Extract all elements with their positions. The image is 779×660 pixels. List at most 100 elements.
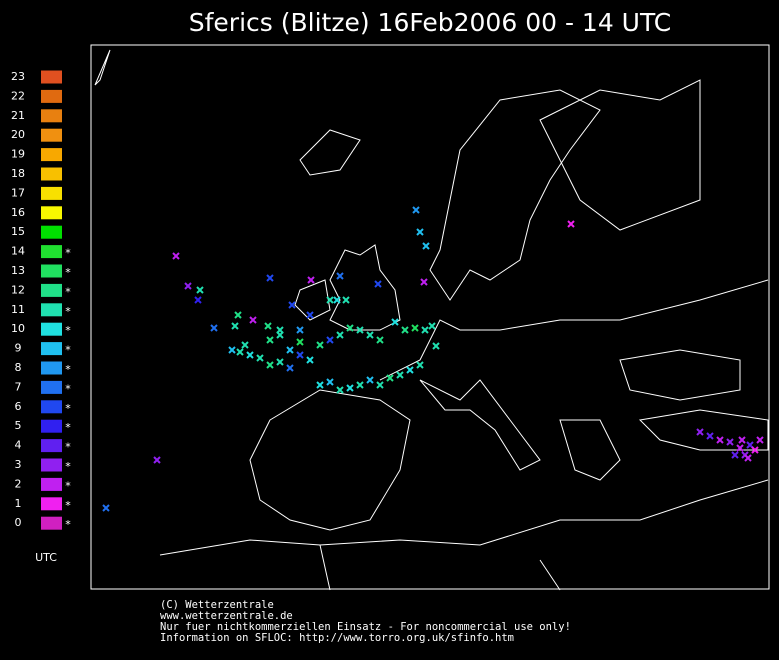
legend-swatch: [41, 380, 62, 394]
strike: [731, 451, 739, 459]
strike: [286, 364, 294, 372]
strike: [286, 346, 294, 354]
strike: [266, 361, 274, 369]
strike: [196, 286, 204, 294]
strike: [406, 366, 414, 374]
strike: [333, 296, 341, 304]
strike: [336, 331, 344, 339]
legend-swatch: [41, 89, 62, 103]
legend-swatch: [41, 516, 62, 530]
lightning-strikes: [102, 206, 764, 512]
title: Sferics (Blitze) 16Feb2006 00 - 14 UTC: [189, 8, 671, 37]
legend-swatch: [41, 477, 62, 491]
strike: [346, 324, 354, 332]
strike: [374, 280, 382, 288]
legend-swatch: [41, 400, 62, 414]
strike: [416, 361, 424, 369]
legend-swatch: [41, 70, 62, 84]
legend-swatch: [41, 109, 62, 123]
legend-hour: 3: [15, 458, 22, 471]
legend-swatch: [41, 497, 62, 511]
legend-swatch: [41, 322, 62, 336]
footer-line: Information on SFLOC: http://www.torro.o…: [160, 632, 514, 644]
footer: (C) Wetterzentralewww.wetterzentrale.deN…: [160, 599, 571, 644]
strike: [420, 278, 428, 286]
strike: [366, 376, 374, 384]
strike: [386, 374, 394, 382]
legend-hour: 21: [11, 109, 25, 122]
coastlines: [94, 49, 769, 591]
legend-hour: 0: [15, 516, 22, 529]
strike: [336, 272, 344, 280]
strike: [234, 311, 242, 319]
legend-hour: 18: [11, 167, 25, 180]
strike: [391, 318, 399, 326]
strike: [432, 342, 440, 350]
legend-swatch: [41, 283, 62, 297]
legend-swatch: [41, 419, 62, 433]
strike: [102, 504, 110, 512]
legend-swatch: [41, 303, 62, 317]
legend-swatch: [41, 167, 62, 181]
legend-hour: 12: [11, 283, 25, 296]
strike: [416, 228, 424, 236]
legend-marker: *: [65, 344, 71, 357]
legend-hour: 6: [15, 400, 22, 413]
legend-swatch: [41, 225, 62, 239]
strike: [356, 326, 364, 334]
strike: [210, 324, 218, 332]
legend-hour: 1: [15, 497, 22, 510]
legend-swatch: [41, 264, 62, 278]
legend-marker: *: [65, 247, 71, 260]
map-frame: [90, 44, 770, 590]
strike: [276, 326, 284, 334]
legend-hour: 13: [11, 264, 25, 277]
footer-line: Nur fuer nichtkommerziellen Einsatz - Fo…: [160, 621, 571, 633]
legend-hour: 15: [11, 225, 25, 238]
strike: [336, 386, 344, 394]
legend-swatch: [41, 186, 62, 200]
legend-marker: *: [65, 421, 71, 434]
legend-hour: 22: [11, 89, 25, 102]
legend-swatch: [41, 361, 62, 375]
legend-unit: UTC: [35, 551, 57, 564]
strike: [751, 446, 759, 454]
strike: [342, 296, 350, 304]
legend-hour: 7: [15, 380, 22, 393]
legend-marker: *: [65, 305, 71, 318]
strike: [307, 276, 315, 284]
strike: [376, 381, 384, 389]
legend-marker: *: [65, 479, 71, 492]
legend-hour: 16: [11, 206, 25, 219]
strike: [326, 336, 334, 344]
footer-line: www.wetterzentrale.de: [160, 610, 293, 622]
strike: [276, 358, 284, 366]
strike: [266, 336, 274, 344]
strike: [256, 354, 264, 362]
strike: [756, 436, 764, 444]
strike: [376, 336, 384, 344]
strike: [231, 322, 239, 330]
strike: [412, 206, 420, 214]
strike: [172, 252, 180, 260]
legend-hour: 23: [11, 70, 25, 83]
legend-marker: *: [65, 460, 71, 473]
strike: [567, 220, 575, 228]
legend-marker: *: [65, 363, 71, 376]
strike: [411, 324, 419, 332]
strike: [184, 282, 192, 290]
legend-marker: *: [65, 266, 71, 279]
strike: [246, 351, 254, 359]
strike: [346, 384, 354, 392]
strike: [396, 371, 404, 379]
strike: [296, 338, 304, 346]
legend-hour: 5: [15, 419, 22, 432]
legend-hour: 2: [15, 477, 22, 490]
strike: [366, 331, 374, 339]
strike: [744, 454, 752, 462]
strike: [422, 242, 430, 250]
legend-hour: 20: [11, 128, 25, 141]
legend-hour: 9: [15, 342, 22, 355]
